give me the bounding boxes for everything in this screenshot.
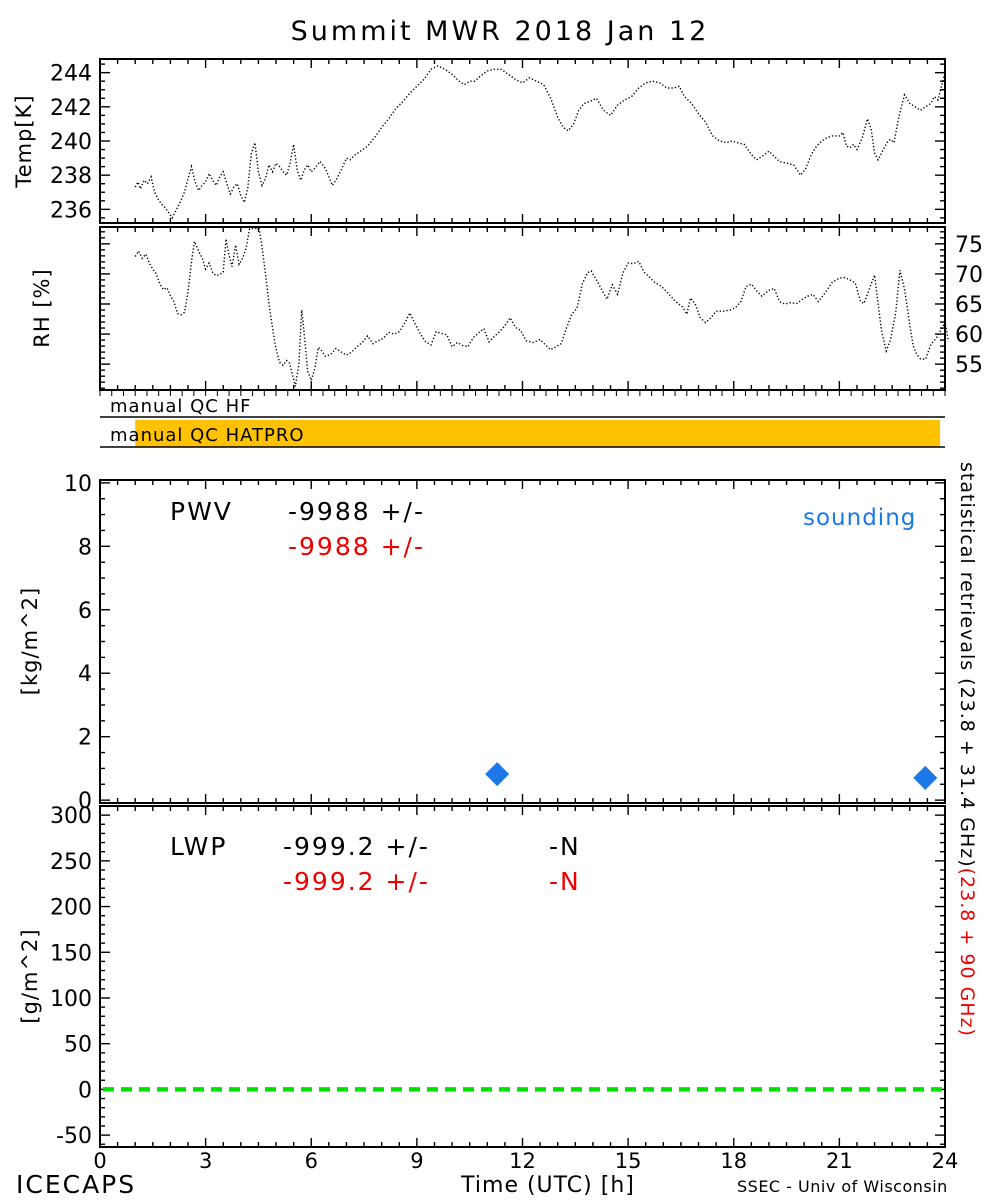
qc-hf-label: manual QC HF	[110, 396, 252, 417]
rh-ytick-label: 75	[955, 233, 983, 258]
rh-ytick-label: 70	[955, 263, 983, 288]
pwv-panel-label: PWV	[170, 497, 233, 526]
rh-series	[134, 227, 950, 387]
x-tick-label: 18	[720, 1149, 747, 1173]
temp-ytick-label: 240	[50, 130, 92, 155]
lwp-ytick-label: 100	[50, 987, 92, 1012]
rh-panel-box	[99, 226, 946, 391]
pwv-value-black: -9988 +/-	[288, 497, 425, 526]
credit-text: SSEC - Univ of Wisconsin	[737, 1177, 948, 1196]
lwp-ytick-label: 0	[78, 1078, 92, 1103]
pwv-ytick-label: 4	[78, 662, 92, 687]
pwv-ytick-label: 6	[78, 599, 92, 624]
brand-text: ICECAPS	[16, 1170, 137, 1199]
lwp-value-black: -999.2 +/-	[283, 832, 430, 861]
rh-ytick-label: 65	[955, 293, 983, 318]
lwp-n-red: -N	[549, 867, 581, 896]
lwp-ytick-label: -50	[56, 1124, 92, 1149]
pwv-value-red: -9988 +/-	[288, 532, 425, 561]
lwp-ytick-label: 250	[50, 850, 92, 875]
lwp-value-red: -999.2 +/-	[283, 867, 430, 896]
temp-panel-box	[99, 58, 946, 224]
lwp-ytick-label: 150	[50, 941, 92, 966]
sounding-marker	[913, 765, 938, 790]
rh-ytick-label: 60	[955, 323, 983, 348]
right-margin-caption-black: statistical retrievals (23.8 + 31.4 GHz)	[956, 462, 978, 868]
qc-hatpro-label: manual QC HATPRO	[110, 425, 305, 446]
temp-ytick-label: 242	[50, 96, 92, 121]
temp-series	[134, 65, 946, 220]
pwv-ytick-label: 8	[78, 535, 92, 560]
temp-ytick-label: 236	[50, 198, 92, 223]
lwp-n-black: -N	[549, 832, 581, 861]
temp-ytick-label: 238	[50, 164, 92, 189]
x-axis-label: Time (UTC) [h]	[461, 1173, 635, 1198]
x-tick-label: 12	[509, 1149, 536, 1173]
rh-axis-label: RH [%]	[30, 268, 54, 348]
pwv-ytick-label: 2	[78, 726, 92, 751]
pwv-axis-label: [kg/m^2]	[18, 586, 42, 696]
x-tick-label: 21	[826, 1149, 853, 1173]
x-tick-label: 24	[932, 1149, 959, 1173]
temp-axis-label: Temp[K]	[12, 94, 36, 188]
lwp-panel-label: LWP	[170, 832, 228, 861]
qc-hatpro-bar	[135, 420, 941, 447]
sounding-marker	[485, 762, 510, 787]
lwp-ytick-label: 200	[50, 896, 92, 921]
temp-ytick-label: 244	[50, 62, 92, 87]
sounding-legend-label: sounding	[803, 505, 917, 531]
pwv-ytick-label: 10	[64, 472, 92, 497]
pwv-ytick-label: 0	[78, 789, 92, 814]
lwp-axis-label: [g/m^2]	[18, 928, 42, 1024]
right-margin-caption-red: (23.8 + 90 GHz)	[956, 867, 978, 1037]
rh-ytick-label: 55	[955, 353, 983, 378]
x-tick-label: 15	[615, 1149, 642, 1173]
lwp-ytick-label: 300	[50, 804, 92, 829]
x-tick-label: 3	[199, 1149, 212, 1173]
x-tick-label: 6	[305, 1149, 318, 1173]
chart-title: Summit MWR 2018 Jan 12	[290, 16, 710, 47]
x-tick-label: 9	[410, 1149, 423, 1173]
right-margin-caption: statistical retrievals (23.8 + 31.4 GHz)…	[950, 462, 984, 1172]
lwp-ytick-label: 50	[64, 1033, 92, 1058]
x-tick-label: 0	[93, 1149, 106, 1173]
